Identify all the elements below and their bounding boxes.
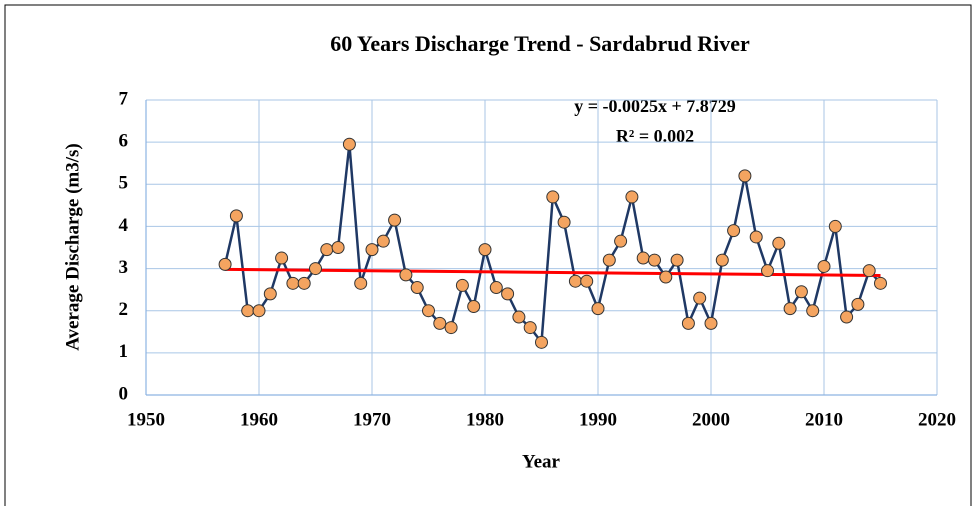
data-point [772, 236, 786, 250]
data-point [738, 169, 752, 183]
y-tick-label: 5 [119, 173, 129, 194]
y-tick-label: 6 [119, 131, 129, 152]
data-point [501, 287, 515, 301]
x-tick-label: 2000 [692, 409, 730, 430]
data-point [365, 243, 379, 257]
data-point [523, 321, 537, 335]
x-tick-label: 1990 [579, 409, 617, 430]
data-point [467, 300, 481, 313]
data-point [806, 304, 820, 318]
data-point [297, 276, 311, 290]
trend-line [225, 267, 881, 278]
data-point [489, 281, 503, 295]
data-point [331, 241, 345, 254]
data-point [535, 335, 548, 349]
data-point [591, 302, 605, 316]
data-point [241, 304, 255, 318]
data-point [388, 213, 402, 227]
y-tick-label: 2 [119, 299, 129, 320]
data-point [286, 276, 300, 290]
data-point [410, 281, 424, 295]
data-point [761, 264, 774, 278]
data-point [512, 310, 526, 324]
y-tick-label: 4 [119, 215, 129, 236]
data-point [309, 262, 322, 276]
y-tick-label: 0 [119, 383, 129, 404]
data-point [354, 276, 368, 290]
data-point [704, 316, 718, 330]
data-point [794, 285, 808, 299]
data-point [659, 270, 673, 284]
data-point [580, 274, 594, 288]
data-point [828, 219, 842, 233]
data-point [275, 251, 289, 265]
data-point [648, 253, 661, 267]
data-point [478, 243, 492, 257]
data-point [218, 257, 232, 271]
data-point [681, 316, 695, 330]
data-point [862, 264, 876, 278]
data-point [602, 253, 616, 267]
data-point [568, 274, 582, 288]
y-tick-label: 3 [119, 257, 129, 278]
trend-equation: y = -0.0025x + 7.8729 [574, 96, 736, 116]
data-point [625, 190, 639, 204]
data-point [422, 304, 435, 318]
x-axis-label: Year [522, 451, 561, 472]
data-point [444, 321, 458, 335]
data-point [399, 268, 413, 282]
x-tick-label: 1950 [127, 409, 165, 430]
x-tick-label: 1960 [240, 409, 278, 430]
data-point [320, 243, 334, 257]
data-point [715, 253, 729, 267]
x-tick-label: 2010 [805, 409, 843, 430]
data-point [817, 259, 831, 273]
data-point [670, 253, 684, 267]
x-tick-label: 1980 [466, 409, 504, 430]
data-point [229, 209, 243, 223]
data-point [851, 297, 865, 311]
data-point [749, 230, 763, 244]
x-tick-label: 2020 [918, 409, 956, 430]
data-point [455, 278, 469, 292]
chart-title: 60 Years Discharge Trend - Sardabrud Riv… [330, 31, 750, 56]
data-point [342, 137, 356, 151]
x-tick-label: 1970 [353, 409, 391, 430]
data-point [433, 316, 447, 330]
data-point [874, 276, 887, 290]
data-point [727, 224, 741, 238]
data-point [557, 215, 571, 229]
data-point [636, 251, 650, 265]
data-point [263, 287, 277, 301]
data-point [546, 190, 560, 204]
y-axis-label: Average Discharge (m3/s) [62, 143, 83, 351]
data-point [252, 304, 266, 318]
trend-r-squared: R² = 0.002 [616, 126, 694, 146]
data-point [783, 302, 797, 316]
data-point [614, 234, 628, 248]
chart-frame [4, 4, 972, 506]
y-tick-label: 7 [119, 88, 129, 109]
data-point [693, 291, 707, 305]
data-point [376, 234, 390, 248]
data-point [840, 310, 854, 324]
y-tick-label: 1 [119, 341, 129, 362]
